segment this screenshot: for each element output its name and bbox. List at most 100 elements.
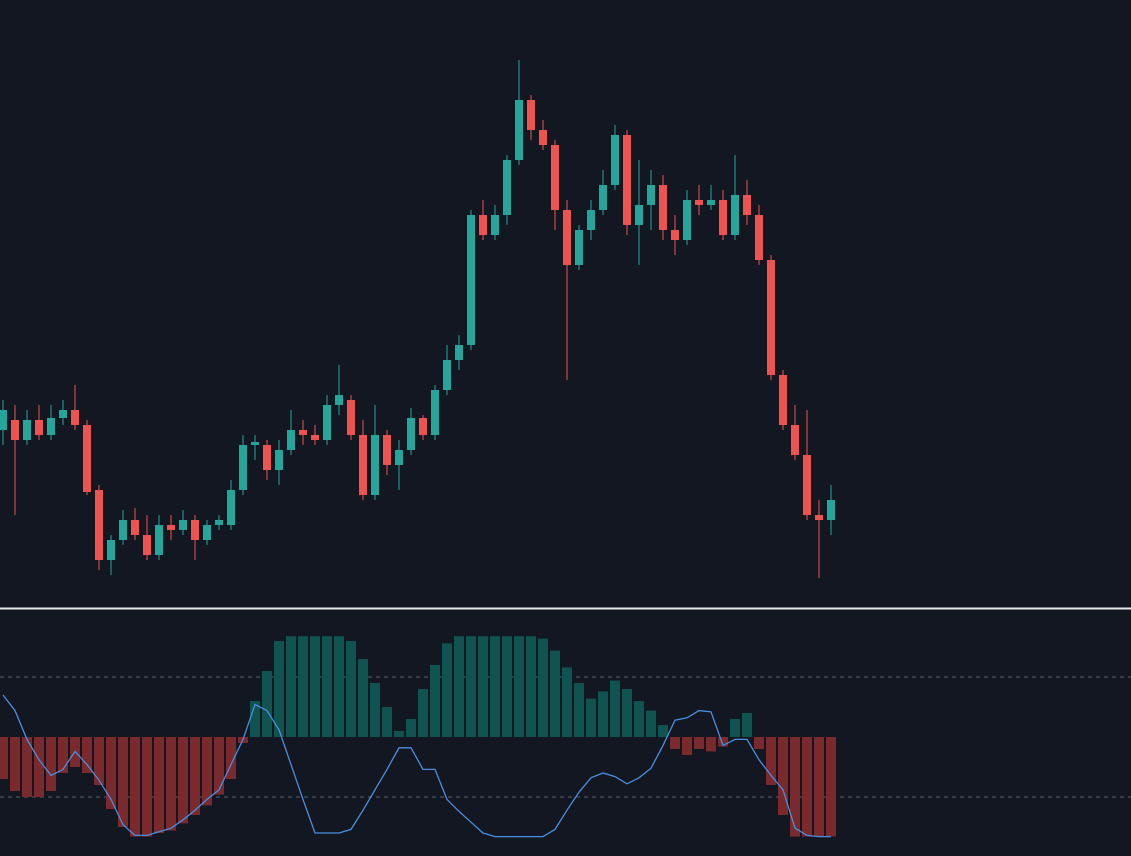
candle-body	[671, 230, 679, 240]
histogram-bar	[718, 737, 728, 747]
histogram-bar	[790, 737, 800, 837]
candle-body	[683, 200, 691, 240]
histogram-bar	[622, 689, 632, 737]
histogram-bar	[766, 737, 776, 785]
candle-body	[59, 410, 67, 418]
histogram-bar	[490, 636, 500, 737]
histogram-bar	[694, 737, 704, 749]
candle-body	[707, 200, 715, 205]
candle-body	[383, 435, 391, 465]
candle-body	[479, 215, 487, 235]
histogram-bar	[0, 737, 8, 779]
candle-body	[743, 195, 751, 215]
candle-body	[659, 185, 667, 230]
candle-body	[539, 130, 547, 145]
histogram-bar	[586, 698, 596, 737]
histogram-bar	[682, 737, 692, 755]
candle-body	[635, 205, 643, 225]
histogram-bar	[598, 691, 608, 737]
histogram-bar	[538, 638, 548, 737]
candle-body	[179, 520, 187, 530]
candle-body	[431, 390, 439, 435]
histogram-bar	[298, 636, 308, 737]
candle-body	[455, 345, 463, 360]
histogram-bar	[478, 636, 488, 737]
histogram-bar	[226, 737, 236, 779]
candle-body	[647, 185, 655, 205]
histogram-bar	[166, 737, 176, 831]
histogram-bar	[106, 737, 116, 809]
candle-body	[803, 455, 811, 515]
histogram-bar	[514, 636, 524, 737]
histogram-bar	[814, 737, 824, 837]
histogram-bar	[358, 659, 368, 737]
candle-body	[551, 145, 559, 210]
histogram-bar	[442, 643, 452, 737]
histogram-bar	[574, 683, 584, 737]
candle-body	[35, 420, 43, 435]
histogram-bar	[634, 701, 644, 737]
candle-body	[143, 535, 151, 555]
histogram-bar	[430, 665, 440, 737]
histogram-bar	[178, 737, 188, 824]
candle-body	[419, 418, 427, 435]
candle-body	[203, 525, 211, 540]
candle-body	[611, 135, 619, 185]
histogram-bar	[190, 737, 200, 815]
candle-body	[287, 430, 295, 450]
histogram-bar	[730, 719, 740, 737]
histogram-bar	[394, 731, 404, 737]
candle-body	[563, 210, 571, 265]
candle-body	[395, 450, 403, 465]
candle-body	[731, 195, 739, 235]
candle-body	[251, 442, 259, 445]
candle-body	[767, 260, 775, 375]
histogram-bar	[502, 636, 512, 737]
candle-body	[23, 420, 31, 440]
candle-body	[215, 520, 223, 525]
candle-body	[11, 420, 19, 440]
histogram-bar	[742, 713, 752, 737]
candle-body	[587, 210, 595, 230]
histogram-bar	[778, 737, 788, 815]
histogram-bar	[454, 636, 464, 737]
histogram-bar	[754, 737, 764, 749]
candle-body	[443, 360, 451, 390]
histogram-bar	[154, 737, 164, 833]
candle-body	[599, 185, 607, 210]
candle-body	[779, 375, 787, 425]
candle-body	[755, 215, 763, 260]
histogram-bar	[214, 737, 224, 795]
histogram-bar	[22, 737, 32, 797]
candle-body	[695, 200, 703, 205]
histogram-bar	[658, 725, 668, 737]
histogram-bar	[706, 737, 716, 752]
candle-body	[623, 135, 631, 225]
histogram-bar	[202, 737, 212, 806]
candle-body	[467, 215, 475, 345]
candle-body	[263, 445, 271, 470]
histogram-bar	[334, 636, 344, 737]
candle-body	[791, 425, 799, 455]
histogram-bar	[418, 689, 428, 737]
histogram-bar	[46, 737, 56, 791]
histogram-bar	[262, 671, 272, 737]
candle-body	[371, 435, 379, 495]
oscillator-line	[2, 694, 831, 838]
candle-body	[227, 490, 235, 525]
histogram-bar	[310, 636, 320, 737]
histogram-bar	[802, 737, 812, 837]
candle-body	[515, 100, 523, 160]
candle-body	[239, 445, 247, 490]
histogram-bar	[346, 641, 356, 737]
candle-body	[815, 515, 823, 520]
candle-body	[347, 400, 355, 435]
candle-body	[311, 435, 319, 440]
candle-body	[155, 525, 163, 555]
candle-body	[83, 425, 91, 492]
histogram-bar	[646, 710, 656, 737]
candle-body	[491, 215, 499, 235]
candle-body	[527, 100, 535, 130]
histogram-bar	[670, 737, 680, 749]
candle-body	[95, 490, 103, 560]
